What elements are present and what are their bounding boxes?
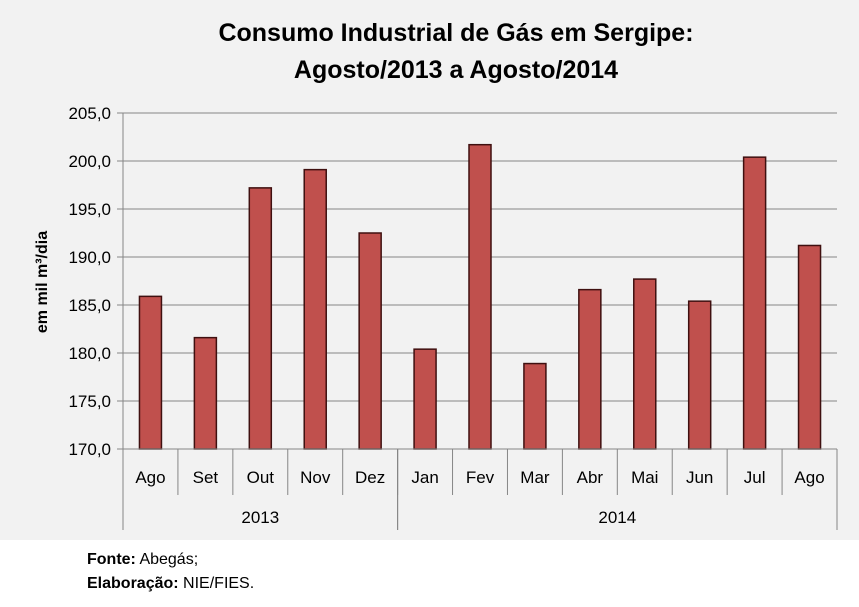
y-tick-label: 180,0 (68, 344, 111, 363)
bar-jun (687, 300, 712, 450)
chart-title-line-1: Consumo Industrial de Gás em Sergipe: (218, 19, 693, 47)
x-tick-label: Set (193, 468, 219, 487)
y-tick-label: 205,0 (68, 104, 111, 123)
x-tick-label: Jul (744, 468, 766, 487)
bar-abr (578, 288, 602, 450)
y-tick-label: 175,0 (68, 392, 111, 411)
x-tick-label: Jun (686, 468, 713, 487)
chart-footer: Fonte: Abegás; Elaboração: NIE/FIES. (87, 548, 254, 596)
x-tick-label: Ago (135, 468, 165, 487)
y-tick-label: 170,0 (68, 440, 111, 459)
x-tick-label: Mai (631, 468, 658, 487)
bar-out (248, 187, 273, 450)
x-tick-label: Ago (794, 468, 824, 487)
source-label: Fonte: (87, 551, 136, 568)
x-tick-label: Mar (520, 468, 550, 487)
bar-mar (523, 362, 547, 450)
source-line: Fonte: Abegás; (87, 548, 254, 572)
chart-area: Consumo Industrial de Gás em Sergipe: Ag… (0, 0, 859, 540)
x-tick-label: Dez (355, 468, 385, 487)
bar-set (193, 336, 218, 450)
bar-mai (633, 278, 657, 450)
bar-jul (742, 156, 767, 450)
x-tick-label: Abr (577, 468, 604, 487)
x-group-label: 2013 (241, 508, 279, 527)
bar-dez (358, 232, 382, 450)
source-value: Abegás; (139, 551, 199, 568)
y-tick-label: 200,0 (68, 152, 111, 171)
credit-value: NIE/FIES. (183, 575, 255, 592)
y-tick-label: 185,0 (68, 296, 111, 315)
bar-chart: Consumo Industrial de Gás em Sergipe: Ag… (34, 19, 838, 530)
y-tick-label: 195,0 (68, 200, 111, 219)
x-tick-label: Jan (411, 468, 438, 487)
bar-jan (413, 348, 437, 450)
bar-ago (138, 295, 163, 450)
x-group-label: 2014 (598, 508, 636, 527)
y-tick-label: 190,0 (68, 248, 111, 267)
credit-line: Elaboração: NIE/FIES. (87, 572, 254, 596)
y-axis-label: em mil m³/dia (34, 231, 51, 333)
x-tick-label: Nov (300, 468, 331, 487)
chart-title-line-2: Agosto/2013 a Agosto/2014 (294, 56, 618, 84)
x-tick-label: Out (247, 468, 275, 487)
bar-nov (303, 168, 327, 450)
bar-fev (468, 143, 492, 450)
x-tick-label: Fev (466, 468, 495, 487)
credit-label: Elaboração: (87, 575, 179, 592)
bar-ago (797, 244, 822, 450)
